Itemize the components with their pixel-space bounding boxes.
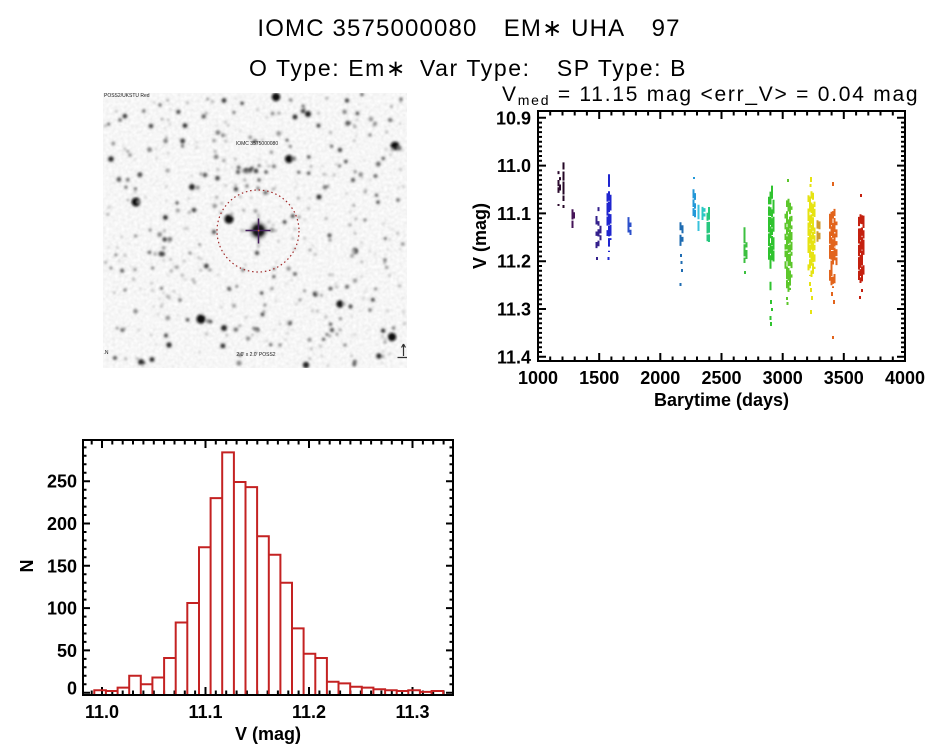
svg-text:N: N <box>17 560 37 573</box>
svg-text:250: 250 <box>47 472 77 492</box>
svg-text:11.1: 11.1 <box>497 204 531 224</box>
svg-text:11.2: 11.2 <box>292 702 326 722</box>
svg-text:100: 100 <box>47 599 77 619</box>
svg-text:3500: 3500 <box>824 368 864 388</box>
svg-text:11.1: 11.1 <box>188 702 222 722</box>
svg-text:V (mag): V (mag) <box>470 203 490 269</box>
svg-text:11.3: 11.3 <box>497 300 531 320</box>
svg-text:200: 200 <box>47 514 77 534</box>
svg-text:.N: .N <box>104 350 109 356</box>
svg-text:11.0: 11.0 <box>497 156 531 176</box>
svg-text:2000: 2000 <box>640 368 680 388</box>
svg-text:1000: 1000 <box>518 368 558 388</box>
svg-text:Barytime (days): Barytime (days) <box>654 390 789 410</box>
svg-text:11.3: 11.3 <box>395 702 429 722</box>
svg-text:V (mag): V (mag) <box>235 724 301 744</box>
svg-text:10.9: 10.9 <box>496 108 531 128</box>
svg-text:IOMC 3575000080: IOMC 3575000080 <box>236 141 278 147</box>
svg-text:50: 50 <box>57 641 77 661</box>
svg-text:0: 0 <box>67 679 77 699</box>
svg-text:150: 150 <box>47 556 77 576</box>
svg-text:3000: 3000 <box>763 368 803 388</box>
svg-text:IOMC 3575000080 EM∗ UHA 97: IOMC 3575000080 EM∗ UHA 97 <box>257 15 680 42</box>
svg-text:2.0' x 2.0' POSS2: 2.0' x 2.0' POSS2 <box>236 352 275 358</box>
svg-text:11.4: 11.4 <box>497 347 531 367</box>
svg-text:2500: 2500 <box>701 368 741 388</box>
svg-text:O Type: Em∗ Var Type: SP Type: O Type: Em∗ Var Type: SP Type: B <box>249 55 687 81</box>
svg-text:POSS2/UKSTU Red: POSS2/UKSTU Red <box>104 93 150 99</box>
svg-text:11.0: 11.0 <box>85 702 119 722</box>
svg-text:1500: 1500 <box>579 368 619 388</box>
svg-text:4000: 4000 <box>885 368 925 388</box>
svg-text:Vmed = 11.15 mag <err_V> = 0.0: Vmed = 11.15 mag <err_V> = 0.04 mag <box>502 83 919 108</box>
svg-text:11.2: 11.2 <box>497 252 531 272</box>
